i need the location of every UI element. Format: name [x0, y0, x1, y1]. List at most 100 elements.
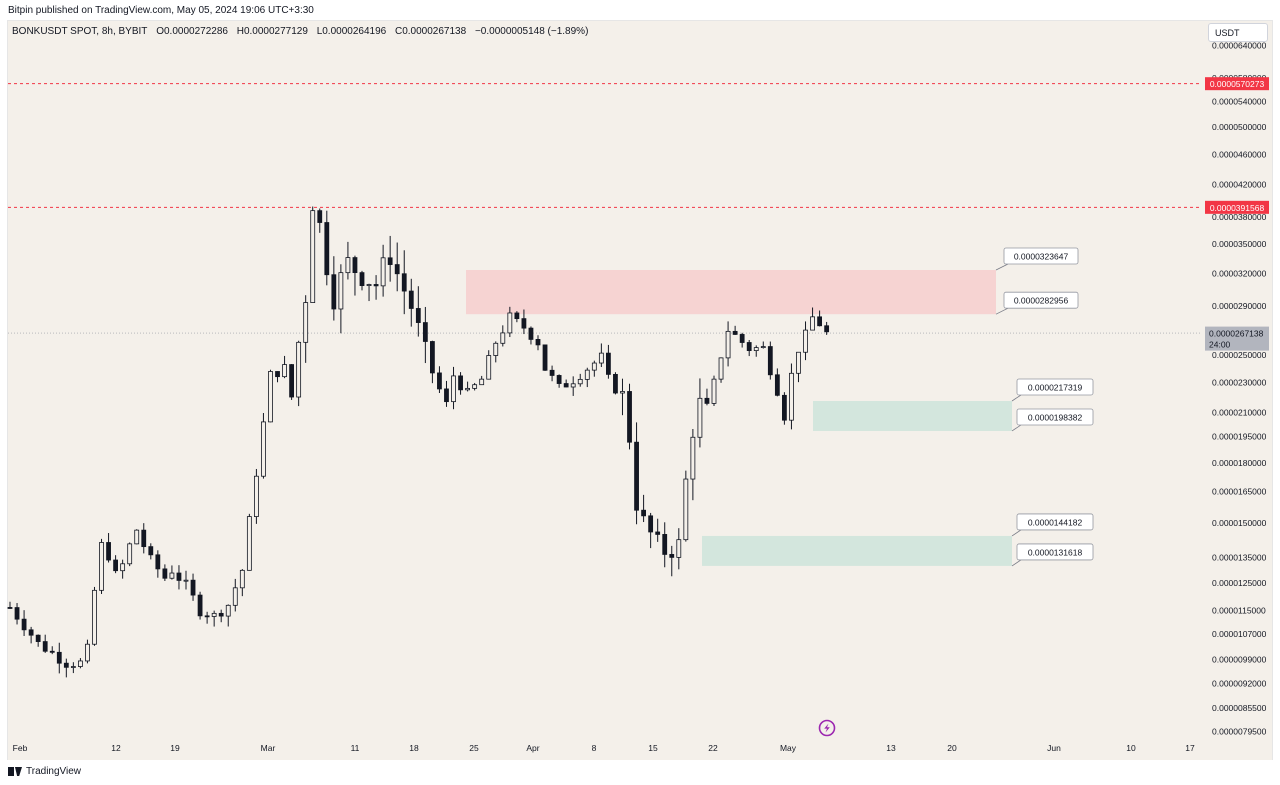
currency-button[interactable]: USDT [1208, 23, 1268, 42]
zone-callout-bottom[interactable]: 0.0000131618 [1011, 543, 1094, 567]
price-tick-label: 0.0000099000 [1212, 655, 1267, 665]
candle [211, 610, 217, 627]
candle [542, 344, 548, 371]
candle [218, 609, 224, 623]
candle [662, 522, 668, 568]
candle [444, 380, 449, 407]
candle [35, 634, 41, 647]
candle [782, 392, 787, 425]
candle [120, 559, 126, 579]
candle [183, 570, 189, 590]
price-tick-label: 0.0000085500 [1212, 703, 1267, 713]
alert-price-tag: 0.0000570273 [1205, 77, 1269, 91]
price-tick-label: 0.0000350000 [1212, 239, 1267, 249]
time-tick-label: 17 [1185, 743, 1195, 753]
ohlc-open: O0.0000272286 [156, 26, 228, 37]
support-zone [702, 535, 1012, 566]
candle [458, 372, 463, 395]
candle [641, 494, 646, 523]
candle [563, 379, 569, 388]
zone-callout-top[interactable]: 0.0000144182 [1011, 513, 1094, 537]
candle [465, 381, 471, 392]
price-tick-label: 0.0000460000 [1212, 149, 1267, 159]
time-tick-label: 8 [592, 743, 597, 753]
candle [49, 646, 55, 655]
zone-callout-top[interactable]: 0.0000323647 [995, 247, 1079, 271]
candle [753, 345, 759, 357]
time-tick-label: 22 [708, 743, 718, 753]
price-tick-label: 0.0000115000 [1212, 605, 1266, 615]
candle [204, 611, 210, 624]
price-tick-label: 0.0000380000 [1212, 212, 1267, 222]
candle [697, 378, 703, 448]
candle [345, 241, 351, 280]
price-axis-background [1200, 21, 1272, 738]
candle [42, 634, 48, 653]
time-tick-label: 20 [947, 743, 957, 753]
candle [732, 325, 738, 335]
candle [598, 343, 604, 368]
symbol-name[interactable]: BONKUSDT SPOT, 8h, BYBIT [12, 26, 148, 37]
publish-info: Bitpin published on TradingView.com, May… [8, 5, 314, 16]
candle [429, 340, 435, 384]
candle [324, 210, 330, 286]
price-tick-label: 0.0000125000 [1212, 578, 1267, 588]
price-tick-label: 0.0000500000 [1212, 122, 1267, 132]
price-tick-label: 0.0000150000 [1212, 518, 1267, 528]
candle [486, 350, 492, 380]
candle [683, 470, 689, 542]
candle [331, 256, 337, 321]
candle [246, 513, 252, 571]
zone-callout-bottom[interactable]: 0.0000282956 [995, 291, 1079, 315]
svg-text:0.0000282956: 0.0000282956 [1014, 296, 1069, 306]
candle [634, 422, 639, 525]
time-axis[interactable]: Feb 12 19 Mar 11 18 25 Apr 8 15 22 May 13 20 Jun 10 17 [13, 743, 1195, 753]
candle [606, 344, 611, 379]
candle [739, 332, 745, 348]
price-axis[interactable]: 0.00006400000.00005800000.00005400000.00… [1212, 41, 1267, 737]
price-tick-label: 0.0000420000 [1212, 179, 1267, 189]
candle [352, 255, 358, 296]
tradingview-logo-icon [8, 767, 22, 776]
candle [711, 375, 717, 406]
price-tick-label: 0.0000640000 [1212, 41, 1267, 51]
time-tick-label: 18 [409, 743, 419, 753]
time-tick-label: 25 [469, 743, 479, 753]
candle [28, 626, 34, 644]
price-tick-label: 0.0000250000 [1212, 350, 1267, 360]
candle [521, 309, 527, 335]
time-tick-label: 10 [1126, 743, 1136, 753]
zone-callouts: 0.0000323647 0.0000282956 0.0000217319 0.00… [995, 247, 1094, 567]
candle [415, 286, 421, 337]
candle [767, 341, 773, 380]
time-axis-background [8, 738, 1272, 760]
candle [479, 375, 485, 386]
candle [359, 270, 365, 291]
time-tick-label: Mar [261, 743, 276, 753]
time-tick-label: 19 [170, 743, 180, 753]
candle [514, 311, 520, 323]
price-tick-label: 0.0000180000 [1212, 458, 1267, 468]
candle [556, 374, 562, 388]
candle [225, 604, 231, 627]
publish-bar: Bitpin published on TradingView.com, May… [0, 0, 1280, 20]
zone-callout-bottom[interactable]: 0.0000198382 [1011, 408, 1094, 432]
candle [584, 367, 590, 388]
candle [282, 355, 287, 379]
candle [493, 341, 499, 363]
candle [21, 610, 27, 636]
candle [113, 555, 118, 574]
resistance-zone [466, 269, 996, 315]
candle [85, 639, 90, 664]
zone-callout-top[interactable]: 0.0000217319 [1011, 378, 1094, 402]
candle [394, 242, 400, 292]
lightning-icon[interactable] [818, 719, 836, 737]
candle [824, 321, 830, 335]
svg-text:0.0000198382: 0.0000198382 [1028, 412, 1083, 422]
candle [232, 578, 238, 612]
price-tick-label: 0.0000165000 [1212, 487, 1267, 497]
candle [78, 658, 83, 669]
candle [155, 550, 161, 578]
